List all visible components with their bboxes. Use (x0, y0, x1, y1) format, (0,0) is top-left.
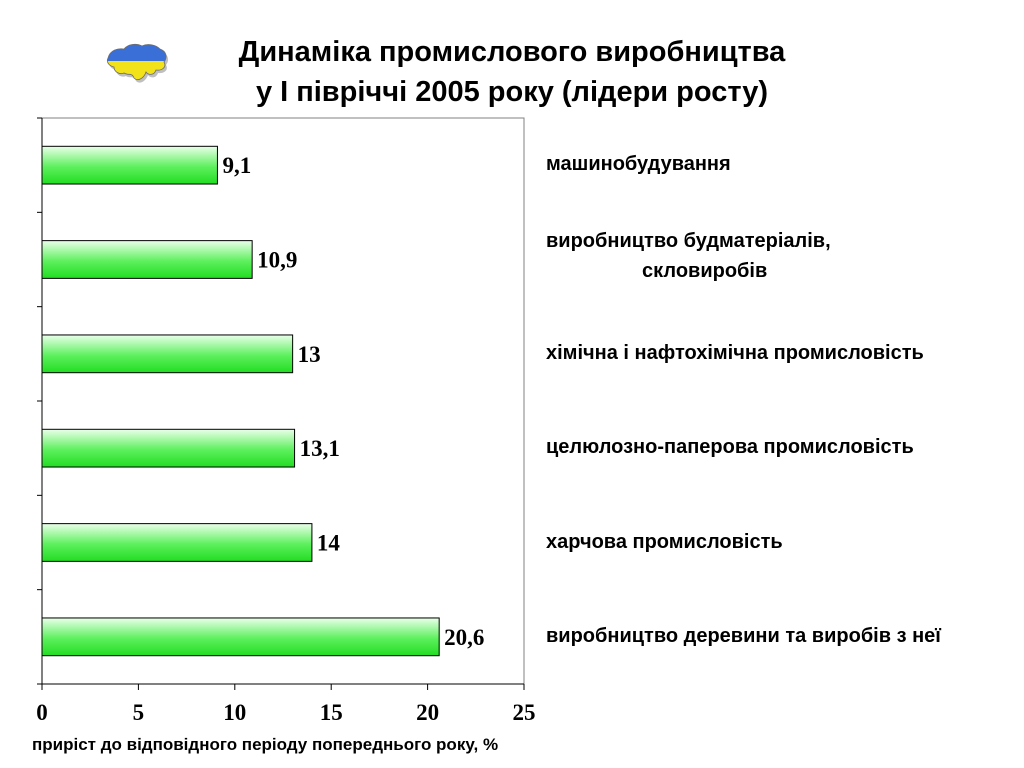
value-labels: 9,1 10,9 13 13,1 14 20,6 (222, 153, 484, 650)
bar (41, 240, 253, 279)
value-label: 13 (298, 342, 321, 367)
category-label-line: скловиробів (642, 259, 768, 282)
bar (41, 334, 294, 374)
category-label-line: целюлозно-паперова промисловість (546, 436, 914, 459)
x-tick-label: 15 (320, 700, 343, 725)
chart-title-line-2: у І півріччі 2005 року (лідери росту) (255, 76, 769, 108)
x-axis: 0 5 10 15 20 25 (36, 118, 536, 725)
value-label: 9,1 (222, 153, 251, 178)
x-axis-label: приріст до відповідного періоду попередн… (32, 735, 499, 754)
y-axis-ticks (37, 117, 42, 685)
category-label-line: виробництво деревини та виробів з неї (546, 624, 941, 647)
bar (41, 145, 218, 185)
value-label: 14 (317, 531, 341, 556)
x-tick-label: 10 (223, 700, 246, 725)
bars (41, 145, 440, 657)
category-label: хімічна і нафтохімічна промисловість (546, 338, 924, 368)
category-label-line: хімічна і нафтохімічна промисловість (546, 341, 924, 364)
category-label-line: виробництво будматеріалів, (546, 229, 831, 252)
x-tick-label: 0 (36, 700, 48, 725)
value-label: 10,9 (257, 248, 297, 273)
category-label: виробництво деревини та виробів з неї (546, 621, 941, 651)
category-label: виробництво будматеріалів, скловиробів (546, 226, 831, 286)
bar (41, 617, 440, 657)
chart-title-line-1: Динаміка промислового виробництва (238, 36, 786, 68)
x-tick-label: 20 (416, 700, 439, 725)
category-label: целюлозно-паперова промисловість (546, 432, 914, 462)
chart-title: Динаміка промислового виробництва у І пі… (0, 32, 1024, 112)
bar (41, 523, 313, 562)
plot-area (41, 117, 525, 685)
value-label: 13,1 (300, 436, 340, 461)
category-label-line: машинобудування (546, 153, 731, 176)
bar (41, 428, 296, 468)
value-label: 20,6 (444, 625, 484, 650)
ukraine-map-icon (106, 43, 169, 83)
x-tick-label: 5 (133, 700, 145, 725)
category-label: харчова промисловість (546, 527, 783, 557)
category-label: машинобудування (546, 149, 731, 179)
category-label-line: харчова промисловість (546, 530, 783, 553)
x-tick-label: 25 (513, 700, 536, 725)
